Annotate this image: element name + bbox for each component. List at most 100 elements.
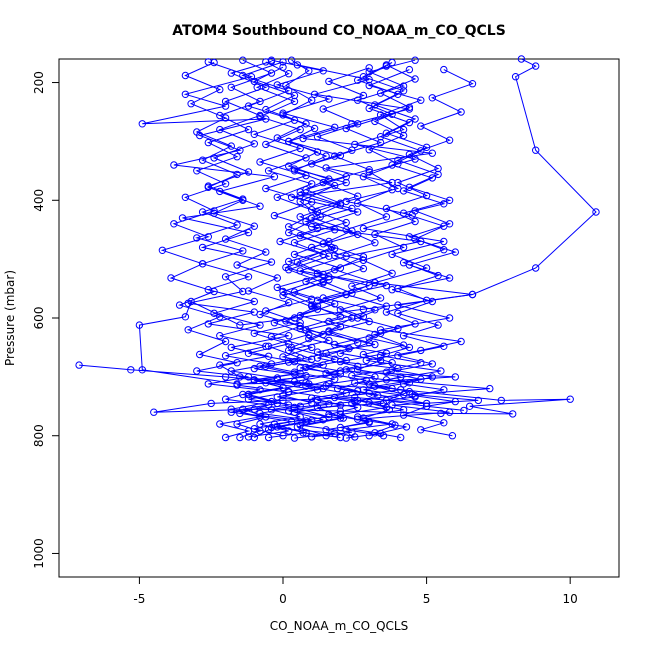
data-point <box>371 382 379 390</box>
data-point <box>336 323 345 331</box>
data-point <box>262 342 270 350</box>
data-point <box>466 402 474 410</box>
data-point <box>348 227 356 235</box>
data-point <box>440 237 448 246</box>
data-point <box>290 434 299 442</box>
data-point <box>250 433 259 442</box>
data-point <box>365 417 373 426</box>
data-point <box>279 287 287 296</box>
data-point <box>319 240 327 248</box>
data-point <box>285 223 293 231</box>
data-point <box>262 105 270 114</box>
data-point <box>210 209 218 217</box>
data-point <box>233 381 241 389</box>
data-point <box>457 337 465 346</box>
data-point <box>371 101 379 109</box>
data-point <box>279 109 287 117</box>
data-point <box>434 170 442 179</box>
data-point <box>285 340 293 348</box>
data-point <box>207 399 215 408</box>
data-point <box>310 124 319 133</box>
y-axis: 200 400 600 800 1000 <box>32 71 60 569</box>
data-point <box>325 328 333 336</box>
data-point <box>434 164 442 173</box>
data-point <box>285 427 293 435</box>
data-point <box>239 390 247 399</box>
data-point <box>319 384 327 393</box>
data-point <box>319 416 327 424</box>
data-point <box>221 97 230 106</box>
data-point <box>342 218 350 227</box>
data-point <box>290 250 299 259</box>
x-tick-label: 0 <box>279 592 287 606</box>
data-point <box>256 111 264 120</box>
data-point <box>285 388 293 396</box>
data-point <box>342 252 350 260</box>
data-point <box>376 294 385 302</box>
data-point <box>440 246 448 254</box>
data-point <box>365 317 373 326</box>
data-point <box>336 151 345 160</box>
data-point <box>193 128 201 136</box>
data-point <box>365 166 373 174</box>
y-tick-label: 800 <box>32 424 46 447</box>
data-point <box>336 370 345 378</box>
data-point <box>308 343 316 352</box>
series-line <box>241 61 401 438</box>
data-point <box>376 429 385 438</box>
data-point <box>282 263 290 272</box>
data-point <box>290 91 299 100</box>
data-point <box>296 421 304 429</box>
data-point <box>290 377 299 386</box>
data-point <box>170 161 178 169</box>
data-point <box>451 248 459 256</box>
data-point <box>417 96 425 104</box>
data-point <box>342 290 350 299</box>
data-point <box>250 130 259 139</box>
data-point <box>221 102 230 110</box>
data-point <box>428 149 436 157</box>
data-point <box>422 402 431 410</box>
data-point <box>193 367 201 375</box>
data-point <box>244 433 253 441</box>
data-point <box>474 396 482 405</box>
data-point <box>371 117 379 126</box>
data-point <box>354 362 362 370</box>
data-point <box>405 65 414 74</box>
data-point <box>270 211 279 220</box>
data-point <box>262 184 270 193</box>
data-point <box>181 313 190 321</box>
data-point <box>285 257 293 266</box>
data-point <box>354 76 362 84</box>
data-point <box>399 380 408 388</box>
data-point <box>394 324 402 333</box>
data-point <box>437 409 445 418</box>
data-point <box>210 58 218 67</box>
data-point <box>354 396 362 405</box>
data-point <box>250 329 259 337</box>
data-point <box>359 264 368 273</box>
data-point <box>532 62 540 70</box>
data-point <box>399 187 408 195</box>
data-point <box>405 150 414 159</box>
data-point <box>285 228 293 237</box>
data-point <box>397 433 405 442</box>
series-11 <box>216 61 419 442</box>
data-point <box>279 291 287 300</box>
data-point <box>354 96 362 104</box>
data-point <box>388 366 396 374</box>
x-tick-label: 5 <box>423 592 431 606</box>
data-point <box>296 188 304 196</box>
data-point <box>428 373 436 381</box>
data-point <box>181 193 190 202</box>
data-point <box>250 376 259 385</box>
data-point <box>227 69 236 77</box>
data-point <box>198 208 207 216</box>
data-point <box>376 133 385 141</box>
series-line <box>79 58 597 415</box>
data-point <box>270 319 279 327</box>
data-point <box>382 62 391 70</box>
data-point <box>170 220 178 228</box>
data-point <box>296 231 304 240</box>
